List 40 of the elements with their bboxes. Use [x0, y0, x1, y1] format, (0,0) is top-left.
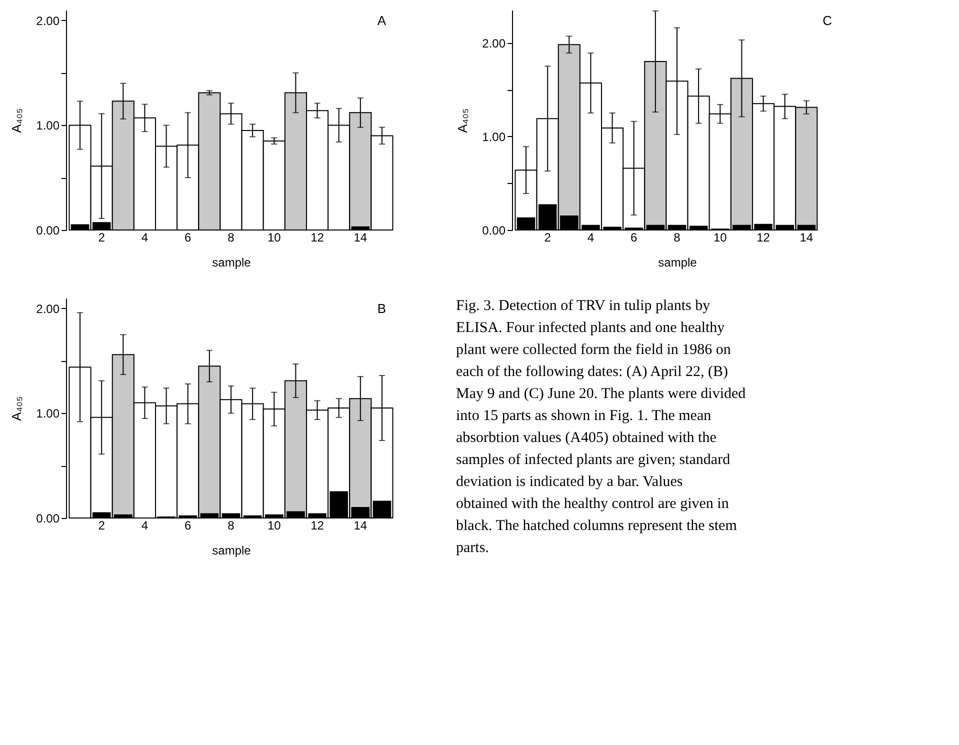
x-tick-label: 8 — [228, 230, 235, 244]
x-tick-label: 2 — [544, 230, 552, 244]
x-tick-label: 4 — [587, 230, 594, 244]
y-tick-label: 1.00 — [36, 118, 60, 133]
x-tick-label: 12 — [310, 230, 324, 244]
y-tick-label: 2.00 — [482, 36, 506, 50]
x-axis-title: sample — [658, 256, 698, 270]
x-tick-label: 6 — [184, 518, 192, 532]
x-tick-label: 6 — [630, 230, 638, 244]
x-tick-label: 4 — [141, 230, 148, 244]
x-axis-title: sample — [212, 256, 252, 270]
x-tick-label: 6 — [184, 230, 192, 244]
x-tick-label: 14 — [354, 230, 368, 244]
y-tick-label: 1.00 — [36, 406, 60, 421]
x-tick-label: 10 — [267, 230, 282, 244]
y-tick-label: 2.00 — [36, 302, 60, 316]
x-axis-title: sample — [212, 544, 252, 558]
x-tick-label: 14 — [800, 230, 814, 244]
y-tick-label: 0.00 — [36, 224, 60, 238]
text: Fig. 3. Detection of TRV in tulip plants by ELISA. Four infected plants and one healthy plant were collected form the field in 1986 on each of the following dates: (A) April 22, (B) May 9 and (C) June 20. The plants were divided into 15 parts as shown in Fig. 1. The mean absorbtion values (A405) obtained with the samples of infected plants are given; standard deviation is indicated by a bar. Values obtained with the healthy control are given in black. The hatched columns represent the stem parts. — [456, 298, 746, 556]
x-tick-label: 12 — [310, 518, 324, 532]
chart-title: C — [822, 13, 832, 28]
chart-title: A — [377, 13, 386, 28]
y-axis-title: A₄₀₅ — [9, 396, 24, 421]
y-tick-label: 0.00 — [482, 224, 506, 238]
y-tick-label: 1.00 — [482, 130, 506, 144]
chart-title: B — [377, 301, 386, 316]
y-tick-label: 0.00 — [36, 512, 60, 526]
y-axis-title: A₄₀₅ — [455, 108, 470, 133]
x-tick-label: 12 — [756, 230, 770, 244]
y-tick-label: 2.00 — [36, 14, 60, 28]
x-tick-label: 2 — [98, 518, 106, 532]
x-tick-label: 10 — [713, 230, 728, 244]
x-tick-label: 2 — [98, 230, 106, 244]
x-tick-label: 14 — [354, 518, 368, 532]
x-tick-label: 8 — [674, 230, 681, 244]
x-tick-label: 8 — [228, 518, 235, 532]
x-tick-label: 4 — [141, 518, 148, 532]
y-axis-title: A₄₀₅ — [9, 108, 24, 133]
x-tick-label: 10 — [267, 518, 282, 532]
